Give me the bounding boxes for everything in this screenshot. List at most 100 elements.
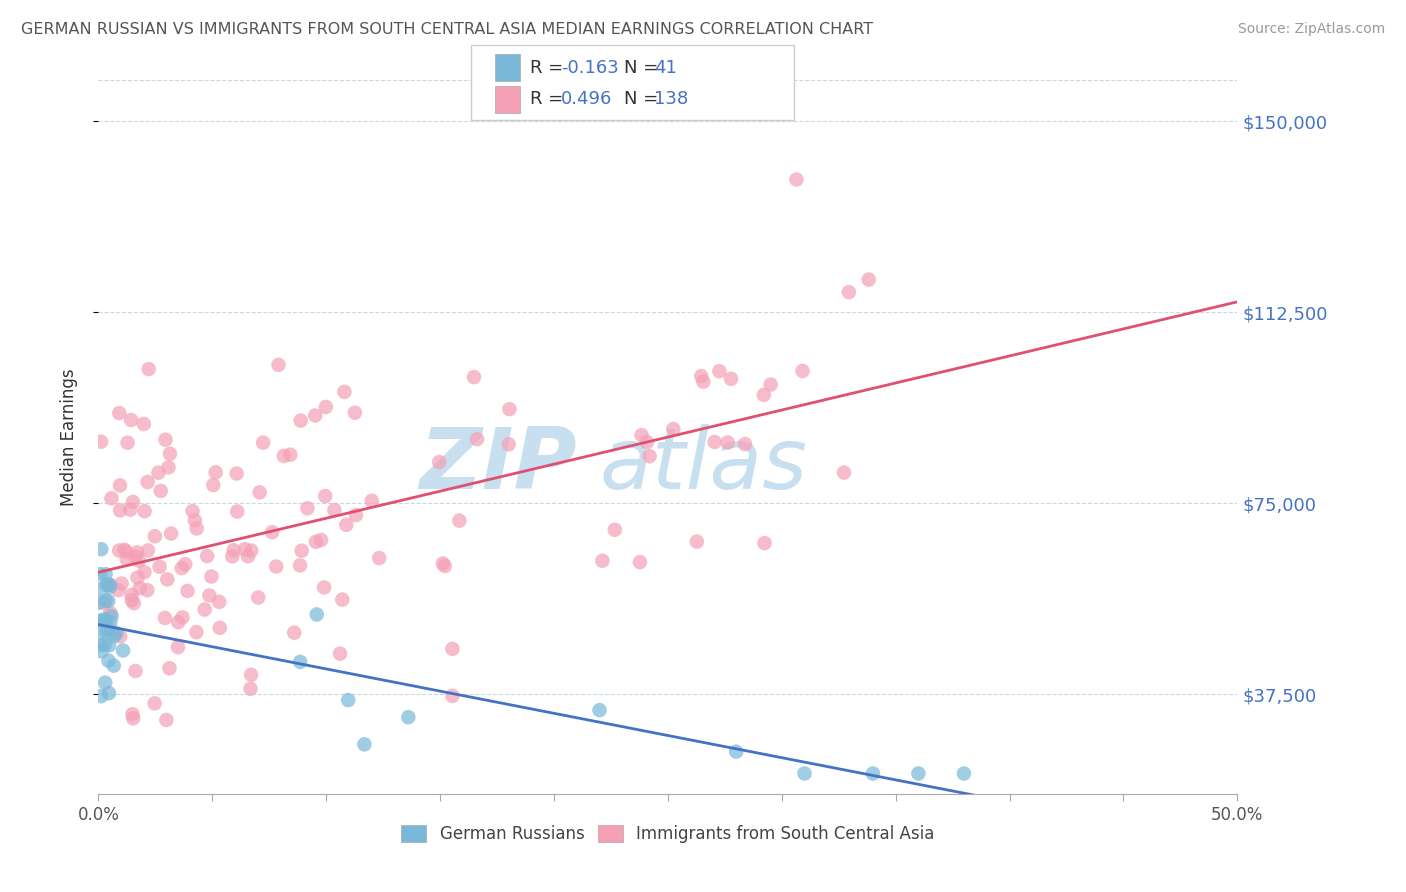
Point	[112, 542, 135, 557]
Point	[353, 737, 375, 751]
Point	[754, 536, 776, 550]
Point	[97, 654, 120, 668]
Y-axis label: Median Earnings: Median Earnings	[59, 368, 77, 506]
Point	[290, 414, 312, 428]
Point	[98, 580, 121, 594]
Point	[264, 559, 287, 574]
Point	[148, 466, 170, 480]
Point	[153, 611, 176, 625]
Point	[103, 629, 125, 643]
Point	[433, 559, 456, 574]
Point	[159, 661, 181, 675]
Point	[121, 588, 143, 602]
Text: 0.496: 0.496	[561, 90, 613, 108]
Point	[858, 272, 880, 286]
Point	[100, 577, 122, 591]
Point	[752, 388, 775, 402]
Point	[662, 422, 685, 436]
Point	[333, 384, 356, 399]
Point	[441, 641, 464, 656]
Point	[309, 533, 332, 547]
Point	[94, 675, 117, 690]
Point	[690, 369, 713, 384]
Point	[591, 554, 613, 568]
Point	[93, 612, 115, 626]
Point	[283, 625, 305, 640]
Point	[953, 766, 976, 780]
Point	[136, 475, 159, 489]
Point	[335, 517, 357, 532]
Point	[638, 449, 661, 463]
Point	[343, 406, 366, 420]
Point	[160, 526, 183, 541]
Point	[96, 624, 118, 639]
Text: Source: ZipAtlas.com: Source: ZipAtlas.com	[1237, 22, 1385, 37]
Point	[98, 638, 121, 652]
Point	[117, 435, 139, 450]
Point	[128, 581, 150, 595]
Point	[221, 549, 243, 564]
Point	[262, 525, 284, 540]
Point	[94, 637, 117, 651]
Point	[108, 503, 131, 517]
Point	[90, 638, 112, 652]
Point	[686, 534, 709, 549]
Text: R =: R =	[530, 59, 569, 77]
Point	[832, 466, 855, 480]
Point	[344, 508, 367, 522]
Point	[208, 621, 231, 635]
Point	[105, 626, 128, 640]
Point	[120, 502, 142, 516]
Point	[323, 503, 346, 517]
Point	[89, 614, 111, 628]
Point	[122, 596, 145, 610]
Point	[273, 449, 295, 463]
Point	[297, 501, 319, 516]
Point	[100, 491, 122, 506]
Point	[759, 377, 782, 392]
Point	[734, 437, 756, 451]
Point	[793, 766, 815, 780]
Text: atlas: atlas	[599, 424, 807, 508]
Point	[94, 567, 117, 582]
Point	[132, 417, 155, 431]
Point	[167, 640, 190, 654]
Point	[236, 549, 259, 564]
Point	[432, 557, 454, 571]
Text: N =: N =	[624, 90, 664, 108]
Point	[498, 437, 520, 451]
Point	[155, 713, 177, 727]
Point	[108, 629, 131, 643]
Point	[90, 689, 112, 703]
Point	[134, 565, 156, 579]
Point	[90, 542, 112, 557]
Point	[122, 495, 145, 509]
Point	[239, 681, 262, 696]
Point	[120, 413, 142, 427]
Point	[226, 504, 249, 518]
Point	[792, 364, 814, 378]
Point	[240, 667, 263, 681]
Point	[149, 483, 172, 498]
Point	[329, 647, 352, 661]
Point	[208, 595, 231, 609]
Point	[588, 703, 610, 717]
Point	[288, 558, 311, 573]
Point	[98, 615, 121, 630]
Point	[111, 576, 134, 591]
Point	[122, 711, 145, 725]
Point	[198, 589, 221, 603]
Point	[181, 504, 204, 518]
Point	[720, 372, 742, 386]
Point	[121, 593, 143, 607]
Point	[603, 523, 626, 537]
Point	[100, 606, 122, 620]
Point	[862, 766, 884, 780]
Point	[267, 358, 290, 372]
Point	[247, 591, 270, 605]
Point	[368, 551, 391, 566]
Point	[312, 581, 335, 595]
Point	[725, 745, 748, 759]
Point	[222, 543, 245, 558]
Point	[360, 493, 382, 508]
